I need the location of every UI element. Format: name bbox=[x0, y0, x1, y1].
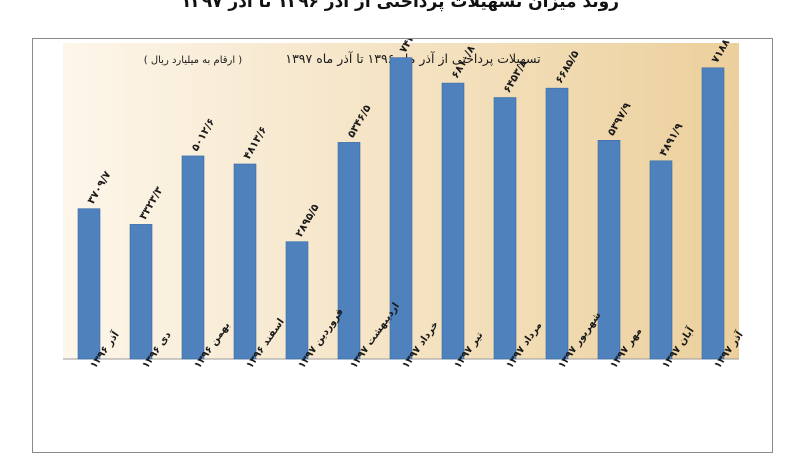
chart-subtitle: ( ارقام به میلیارد ریال ) bbox=[144, 55, 243, 66]
bars-layer bbox=[77, 57, 725, 360]
bar bbox=[233, 163, 257, 360]
bar bbox=[337, 142, 361, 360]
bar bbox=[649, 160, 673, 360]
bar bbox=[129, 224, 153, 360]
bar-chart: تسهیلات پرداختی از آذر ماه ۱۳۹۶ تا آذر م… bbox=[63, 39, 746, 371]
chart-title: تسهیلات پرداختی از آذر ماه ۱۳۹۶ تا آذر م… bbox=[285, 51, 541, 67]
chart-frame: تسهیلات پرداختی از آذر ماه ۱۳۹۶ تا آذر م… bbox=[32, 38, 773, 453]
bar bbox=[493, 97, 517, 360]
bar bbox=[441, 82, 465, 360]
bar bbox=[181, 155, 205, 360]
page-title: روند میزان تسهیلات پرداختی از آذر ۱۳۹۶ ت… bbox=[180, 0, 620, 12]
bar bbox=[545, 87, 569, 360]
bar bbox=[597, 140, 621, 360]
bar bbox=[285, 241, 309, 360]
bar bbox=[389, 57, 413, 360]
bar bbox=[701, 67, 725, 360]
bar bbox=[77, 208, 101, 360]
